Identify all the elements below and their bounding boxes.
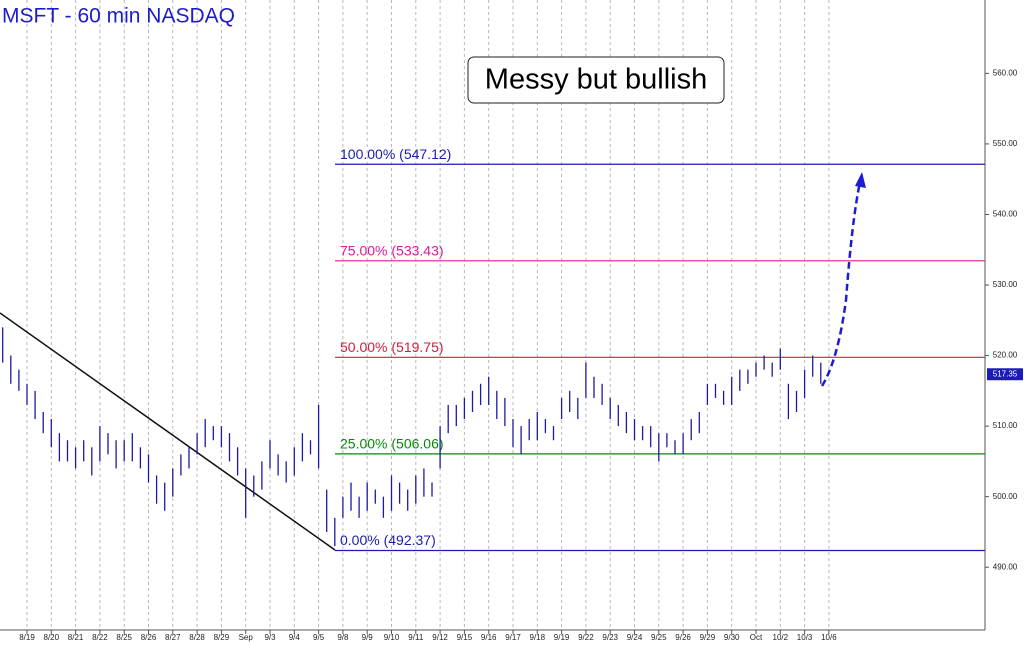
x-tick-label: 10/6 bbox=[821, 633, 837, 642]
x-tick-label: 9/16 bbox=[481, 633, 497, 642]
x-tick-label: 8/29 bbox=[214, 633, 230, 642]
y-tick-label: 540.00 bbox=[993, 210, 1018, 219]
fib-level-label: 50.00% (519.75) bbox=[340, 339, 444, 355]
x-tick-label: 9/12 bbox=[432, 633, 448, 642]
annotation: Messy but bullish bbox=[485, 64, 707, 96]
chart-title: MSFT - 60 min NASDAQ bbox=[2, 5, 235, 28]
x-tick-label: 8/21 bbox=[68, 633, 84, 642]
y-tick-label: 500.00 bbox=[993, 492, 1018, 501]
x-tick-label: 8/28 bbox=[189, 633, 205, 642]
x-tick-label: 9/30 bbox=[724, 633, 740, 642]
fib-level-label: 75.00% (533.43) bbox=[340, 243, 444, 259]
y-tick-label: 520.00 bbox=[993, 351, 1018, 360]
x-tick-label: 8/22 bbox=[92, 633, 108, 642]
x-tick-label: 9/19 bbox=[554, 633, 570, 642]
x-tick-label: 9/3 bbox=[264, 633, 276, 642]
x-tick-label: 9/17 bbox=[505, 633, 521, 642]
x-tick-label: 9/26 bbox=[675, 633, 691, 642]
y-tick-label: 560.00 bbox=[993, 68, 1018, 77]
x-tick-label: 9/8 bbox=[337, 633, 349, 642]
x-tick-label: 9/11 bbox=[408, 633, 424, 642]
x-tick-label: 10/2 bbox=[773, 633, 789, 642]
trendline bbox=[0, 312, 336, 551]
y-tick-label: 550.00 bbox=[993, 139, 1018, 148]
annotation-box bbox=[467, 56, 725, 104]
fib-level-label: 100.00% (547.12) bbox=[340, 146, 451, 162]
grid bbox=[26, 0, 830, 630]
y-tick-label: 530.00 bbox=[993, 280, 1018, 289]
last-price-box bbox=[987, 368, 1023, 381]
x-tick-label: 9/23 bbox=[602, 633, 618, 642]
fib-level-label: 0.00% (492.37) bbox=[340, 532, 436, 548]
x-tick-label: 9/25 bbox=[651, 633, 667, 642]
x-tick-label: 9/29 bbox=[700, 633, 716, 642]
x-tick-label: 9/9 bbox=[362, 633, 374, 642]
x-tick-label: 9/5 bbox=[313, 633, 325, 642]
fib-levels: 100.00% (547.12) 75.00% (533.43) 50.00% (5… bbox=[335, 146, 985, 552]
axes: 490.00 500.00 510.00 520.00 530.00 540.00 550.… bbox=[19, 68, 1023, 642]
x-tick-label: 9/15 bbox=[457, 633, 473, 642]
x-tick-label: 9/4 bbox=[289, 633, 301, 642]
price-bars bbox=[2, 327, 822, 547]
y-tick-label: 490.00 bbox=[993, 562, 1018, 571]
y-tick-label: 510.00 bbox=[993, 421, 1018, 430]
x-tick-label: 9/18 bbox=[530, 633, 546, 642]
x-tick-label: Sep bbox=[239, 633, 254, 642]
x-tick-label: 10/3 bbox=[797, 633, 813, 642]
x-tick-label: 8/25 bbox=[116, 633, 132, 642]
x-tick-label: 9/24 bbox=[627, 633, 643, 642]
x-tick-label: 8/19 bbox=[19, 633, 35, 642]
projection-arrow bbox=[820, 181, 862, 387]
x-tick-label: 9/22 bbox=[578, 633, 594, 642]
x-tick-label: Oct bbox=[750, 633, 763, 642]
x-tick-label: 8/26 bbox=[141, 633, 157, 642]
last-price-label: 517.35 bbox=[993, 369, 1018, 378]
x-tick-label: 9/10 bbox=[384, 633, 400, 642]
x-tick-label: 8/20 bbox=[44, 633, 60, 642]
fib-level-label: 25.00% (506.06) bbox=[340, 436, 444, 452]
arrow-head bbox=[855, 172, 866, 188]
x-tick-label: 8/27 bbox=[165, 633, 181, 642]
